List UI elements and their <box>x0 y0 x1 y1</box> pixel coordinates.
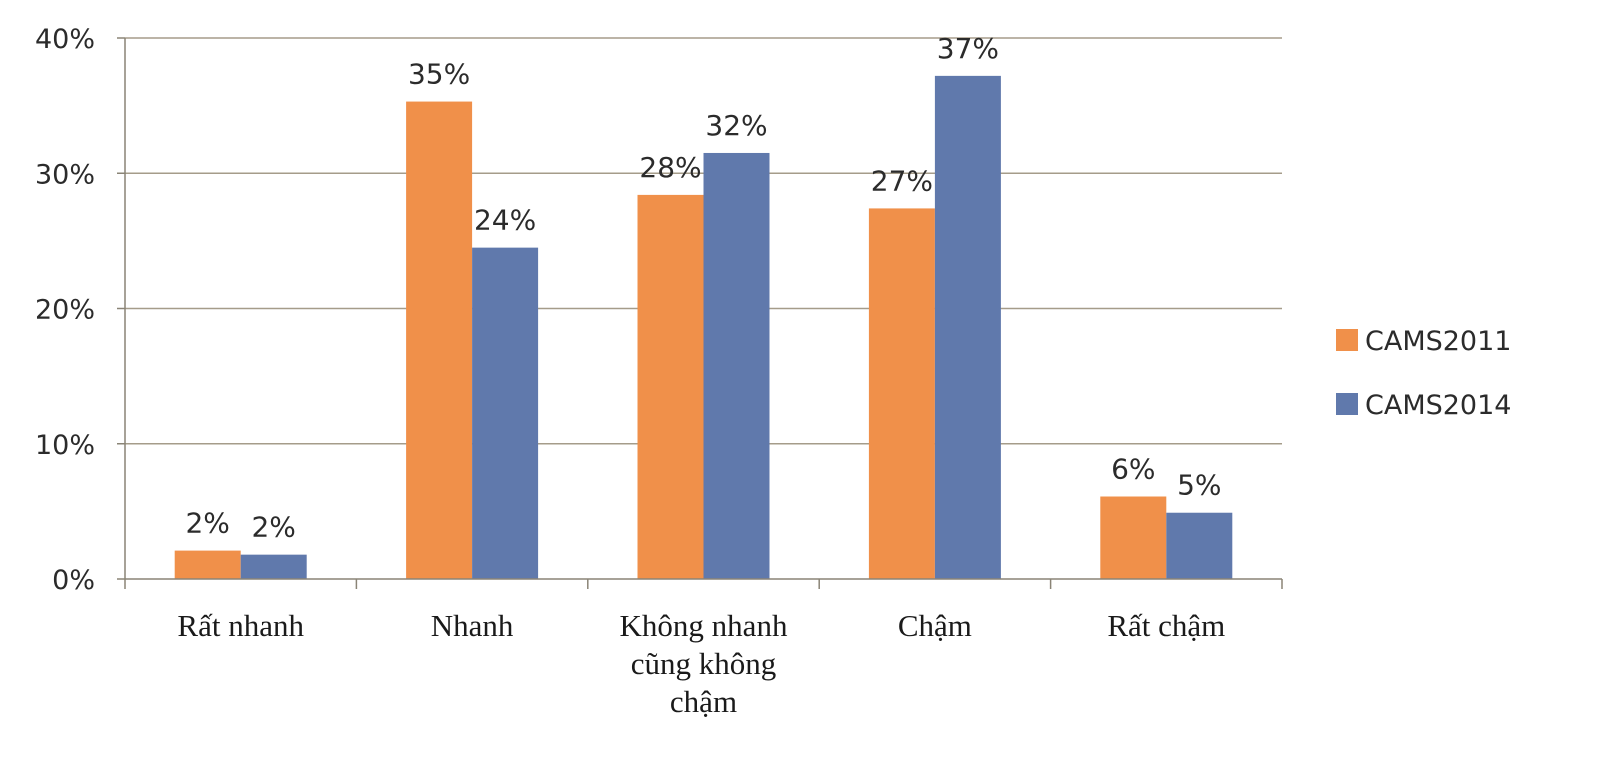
data-label: 35% <box>408 58 470 91</box>
data-label: 27% <box>871 164 933 197</box>
data-label: 28% <box>639 151 701 184</box>
axes <box>117 37 1283 589</box>
x-category-label: Nhanh <box>431 608 514 643</box>
data-label: 5% <box>1177 469 1221 502</box>
bar-cams2014-3 <box>934 75 1001 580</box>
y-tick-label: 30% <box>35 159 95 190</box>
legend: CAMS2011 CAMS2014 <box>1336 326 1511 421</box>
x-category-label: cũng không <box>631 646 777 681</box>
bar-cams2011-1 <box>406 101 473 579</box>
data-label: 2% <box>251 511 295 544</box>
y-tick-label: 40% <box>35 24 95 55</box>
x-category-label: chậm <box>670 684 737 719</box>
legend-label: CAMS2014 <box>1365 390 1511 421</box>
bar-cams2014-0 <box>240 554 307 579</box>
bar-cams2014-2 <box>703 152 770 579</box>
y-tick-label: 20% <box>35 295 95 326</box>
y-tick-label: 0% <box>52 565 95 596</box>
bar-cams2011-3 <box>868 208 935 580</box>
y-tick-label: 10% <box>35 430 95 461</box>
bar-cams2011-4 <box>1100 496 1167 579</box>
data-label: 2% <box>185 507 229 540</box>
bar-cams2011-0 <box>174 550 241 579</box>
x-category-label: Rất chậm <box>1107 608 1225 643</box>
legend-label: CAMS2011 <box>1365 326 1511 357</box>
data-label: 32% <box>705 109 767 142</box>
labels: 0% 10% 20% 30% 40% 2% 2% Rất nhanh 35% 24% Nhanh 28… <box>35 24 1225 719</box>
legend-swatch <box>1336 329 1358 351</box>
bar-cams2011-2 <box>637 194 704 579</box>
legend-swatch <box>1336 393 1358 415</box>
data-label: 6% <box>1111 452 1155 485</box>
bar-cams2014-1 <box>472 247 539 579</box>
data-label: 37% <box>937 32 999 65</box>
x-category-label: Không nhanh <box>620 608 788 643</box>
bar-cams2014-4 <box>1166 512 1233 579</box>
bars <box>174 75 1233 580</box>
x-category-label: Rất nhanh <box>177 608 304 643</box>
x-category-label: Chậm <box>898 608 972 643</box>
data-label: 24% <box>474 204 536 237</box>
